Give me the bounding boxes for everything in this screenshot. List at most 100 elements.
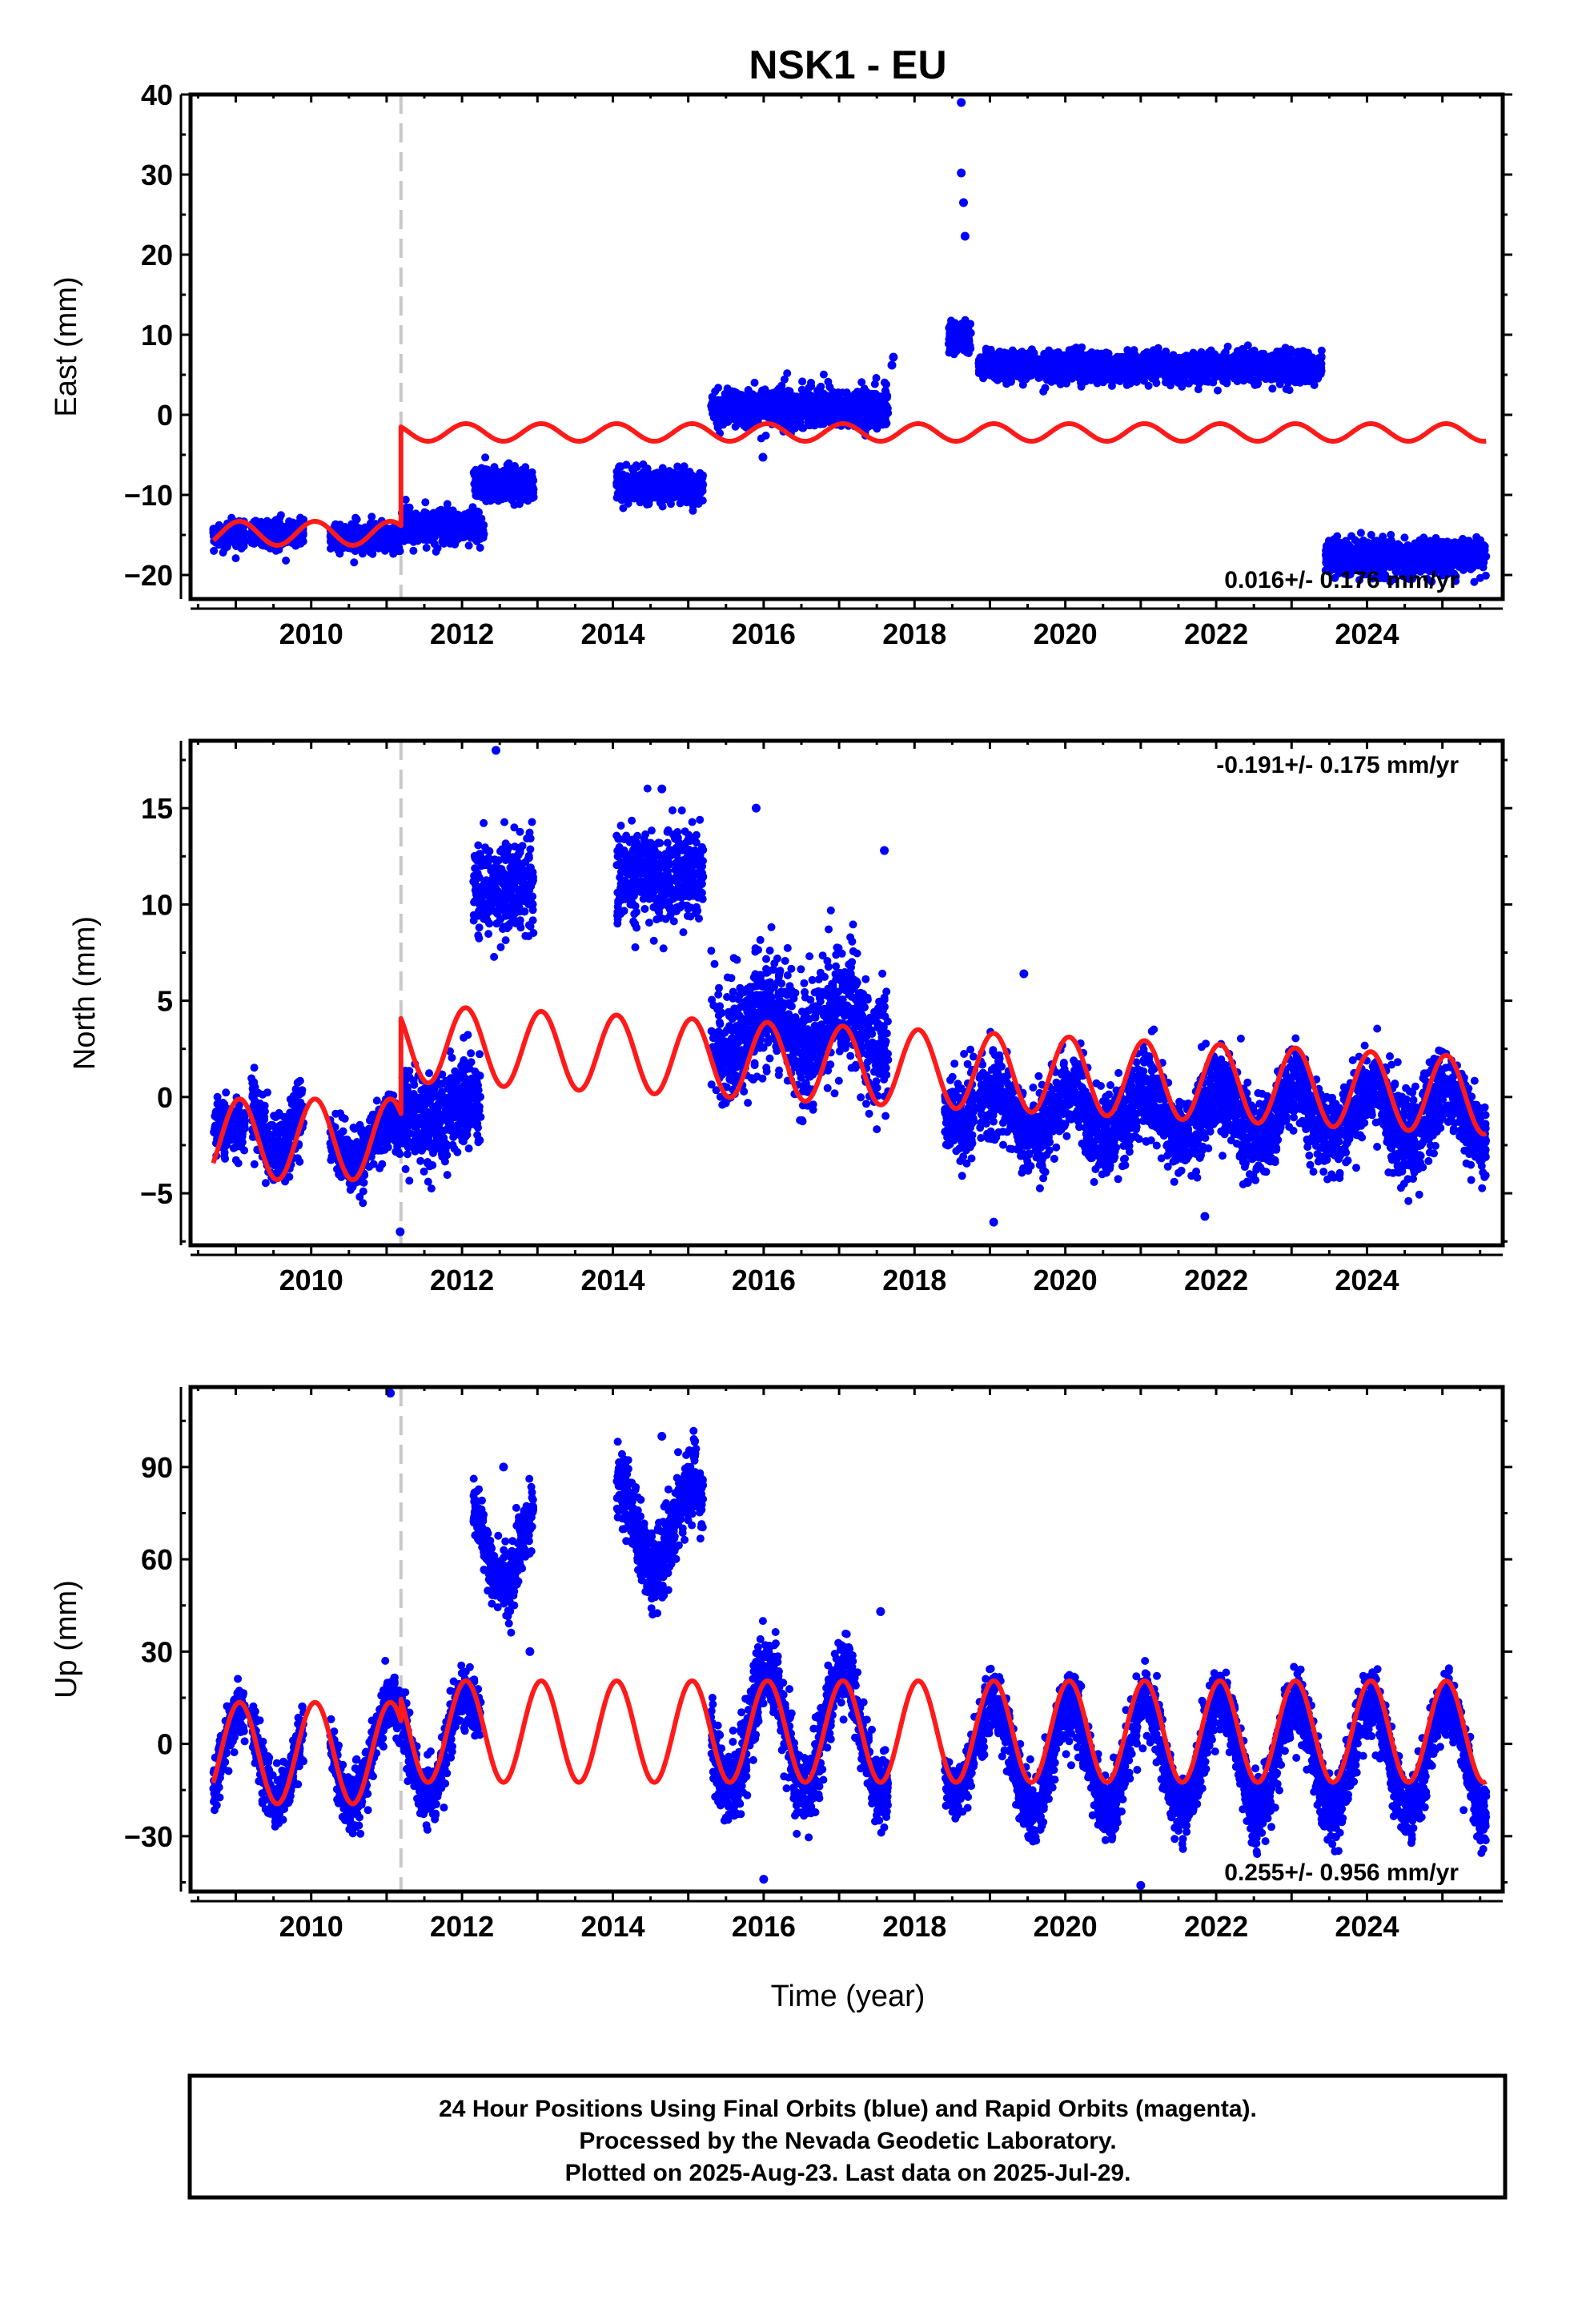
east-data-point <box>819 389 828 398</box>
east-data-point <box>658 487 667 496</box>
east-data-points <box>209 98 1491 586</box>
east-data-point <box>954 343 962 352</box>
east-data-point <box>1061 374 1070 383</box>
east-data-point <box>1214 386 1222 395</box>
east-data-point <box>713 419 721 428</box>
east-data-point <box>694 475 703 484</box>
east-data-point <box>614 481 623 490</box>
east-data-point <box>350 558 359 567</box>
east-data-point <box>293 519 302 528</box>
east-data-point <box>393 525 402 534</box>
east-data-point <box>365 541 374 550</box>
east-data-point <box>341 529 350 537</box>
east-data-point <box>468 508 477 517</box>
east-data-point <box>1166 381 1174 390</box>
east-data-point <box>833 395 841 404</box>
east-data-point <box>1050 369 1058 378</box>
east-data-point <box>482 485 490 494</box>
east-data-point <box>451 512 460 520</box>
east-data-point <box>476 476 484 485</box>
east-data-point <box>367 513 376 521</box>
east-data-point <box>1210 372 1219 380</box>
east-data-point <box>842 388 851 397</box>
east-data-point <box>295 537 303 546</box>
east-data-point <box>422 519 431 528</box>
east-data-point <box>510 480 519 489</box>
east-data-point <box>456 522 464 530</box>
east-data-point <box>1154 348 1162 356</box>
east-data-point <box>415 522 424 531</box>
east-data-point <box>787 417 796 426</box>
east-data-point <box>504 459 513 468</box>
east-data-point <box>1170 368 1178 377</box>
east-data-point <box>210 546 219 555</box>
east-data-point <box>503 467 512 476</box>
east-data-point <box>1078 343 1086 352</box>
east-data-point <box>753 412 762 420</box>
east-data-point <box>765 405 773 414</box>
east-data-point <box>819 370 828 379</box>
east-data-point <box>829 388 837 396</box>
east-data-point <box>476 520 484 529</box>
east-data-point <box>878 392 886 401</box>
east-data-point <box>723 384 732 393</box>
east-data-point <box>677 490 685 499</box>
east-data-point <box>476 533 484 541</box>
east-data-point <box>817 382 825 391</box>
east-data-point <box>755 397 763 405</box>
east-data-point <box>750 378 759 387</box>
east-data-point <box>383 541 391 549</box>
east-data-point <box>521 463 530 472</box>
east-data-point <box>432 547 440 556</box>
east-panel: 2010 2012 2014 2016 2018 2020 2022 2024−20−1001… <box>50 78 1512 650</box>
east-plot-area <box>209 94 1491 599</box>
east-data-point <box>1162 347 1170 356</box>
east-data-point <box>231 554 240 563</box>
east-data-point <box>481 453 490 462</box>
east-data-point <box>627 479 636 488</box>
east-data-point <box>239 542 248 550</box>
east-data-point <box>865 407 874 416</box>
east-data-point <box>348 533 357 542</box>
east-data-point <box>263 519 271 528</box>
east-data-point <box>1285 386 1294 395</box>
east-data-point <box>669 468 677 477</box>
east-data-point <box>956 334 964 343</box>
east-data-point <box>1041 384 1050 392</box>
east-data-point <box>665 476 673 485</box>
east-data-point <box>404 517 413 526</box>
east-data-point <box>682 476 691 485</box>
east-data-point <box>805 384 813 392</box>
east-data-point <box>724 413 733 422</box>
east-data-point <box>443 505 452 513</box>
east-data-point <box>769 392 777 400</box>
east-data-point <box>789 392 798 400</box>
east-data-point <box>680 462 689 471</box>
east-data-point <box>389 549 398 557</box>
east-data-point <box>361 523 370 532</box>
east-data-point <box>433 526 442 535</box>
east-data-point <box>731 412 740 420</box>
east-data-point <box>881 412 889 421</box>
east-data-point <box>841 400 849 408</box>
east-data-point <box>650 469 659 478</box>
east-data-point <box>449 533 458 542</box>
east-data-point <box>733 402 741 411</box>
east-data-point <box>798 377 807 386</box>
east-data-point <box>744 386 753 394</box>
east-data-point <box>721 398 729 407</box>
east-data-point <box>946 333 954 342</box>
east-data-point <box>804 421 813 430</box>
east-data-point <box>698 483 707 492</box>
east-data-point <box>422 544 431 552</box>
east-data-point <box>496 480 504 489</box>
east-data-point <box>1288 348 1296 356</box>
east-data-point <box>1003 349 1011 358</box>
east-data-point <box>856 407 865 416</box>
east-data-point <box>476 544 484 552</box>
east-data-point <box>870 380 879 388</box>
east-data-point <box>1301 376 1310 384</box>
east-data-point <box>510 501 519 509</box>
east-data-point <box>255 538 264 547</box>
east-data-point <box>275 524 283 533</box>
